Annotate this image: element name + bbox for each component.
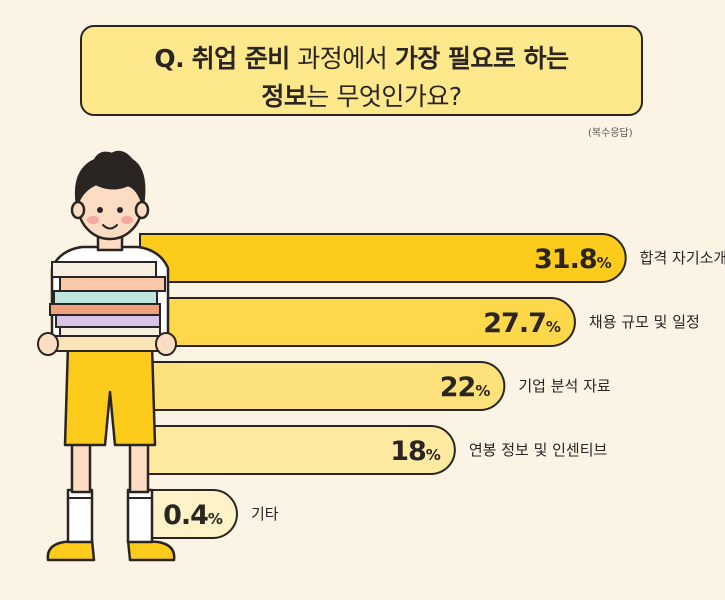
title-emphasis-1: 취업 준비 (191, 44, 291, 73)
question-marker: Q. (154, 44, 185, 73)
bar-3 (139, 425, 456, 475)
bar-1 (139, 297, 576, 347)
value-label-0: 31.8% (534, 244, 612, 275)
book-stack-illustration (49, 261, 166, 352)
title-text-1: 과정에서 (297, 44, 388, 73)
student-face (87, 207, 133, 230)
multiple-response-note: (복수응답) (588, 128, 633, 139)
bars-layer: 31.8% 합격 자기소개서 및 스펙 27.7% 채용 규모 및 일정 22% 기업 분… (139, 233, 725, 539)
bar-4 (139, 489, 238, 539)
bar-0 (139, 233, 627, 283)
title-line-2: 정보는 무엇인가요? (82, 77, 641, 113)
title-text-2: 는 무엇인가요? (306, 82, 462, 111)
bar-2 (139, 361, 506, 411)
category-label-3: 연봉 정보 및 인센티브 (469, 441, 608, 459)
title-emphasis-2: 가장 필요로 하는 (394, 44, 569, 73)
value-label-4: 0.4% (163, 500, 223, 531)
category-label-0: 합격 자기소개서 및 스펙 (640, 249, 725, 267)
student-hands (37, 332, 177, 356)
question-title-box: Q. 취업 준비 과정에서 가장 필요로 하는 정보는 무엇인가요? (80, 25, 643, 116)
value-label-2: 22% (440, 372, 491, 403)
category-label-4: 기타 (251, 505, 279, 523)
category-label-2: 기업 분석 자료 (518, 377, 611, 395)
value-label-3: 18% (390, 436, 441, 467)
title-emphasis-3: 정보 (261, 82, 307, 111)
title-line-1: Q. 취업 준비 과정에서 가장 필요로 하는 (82, 39, 641, 75)
category-label-1: 채용 규모 및 일정 (589, 313, 700, 331)
value-label-1: 27.7% (483, 308, 561, 339)
